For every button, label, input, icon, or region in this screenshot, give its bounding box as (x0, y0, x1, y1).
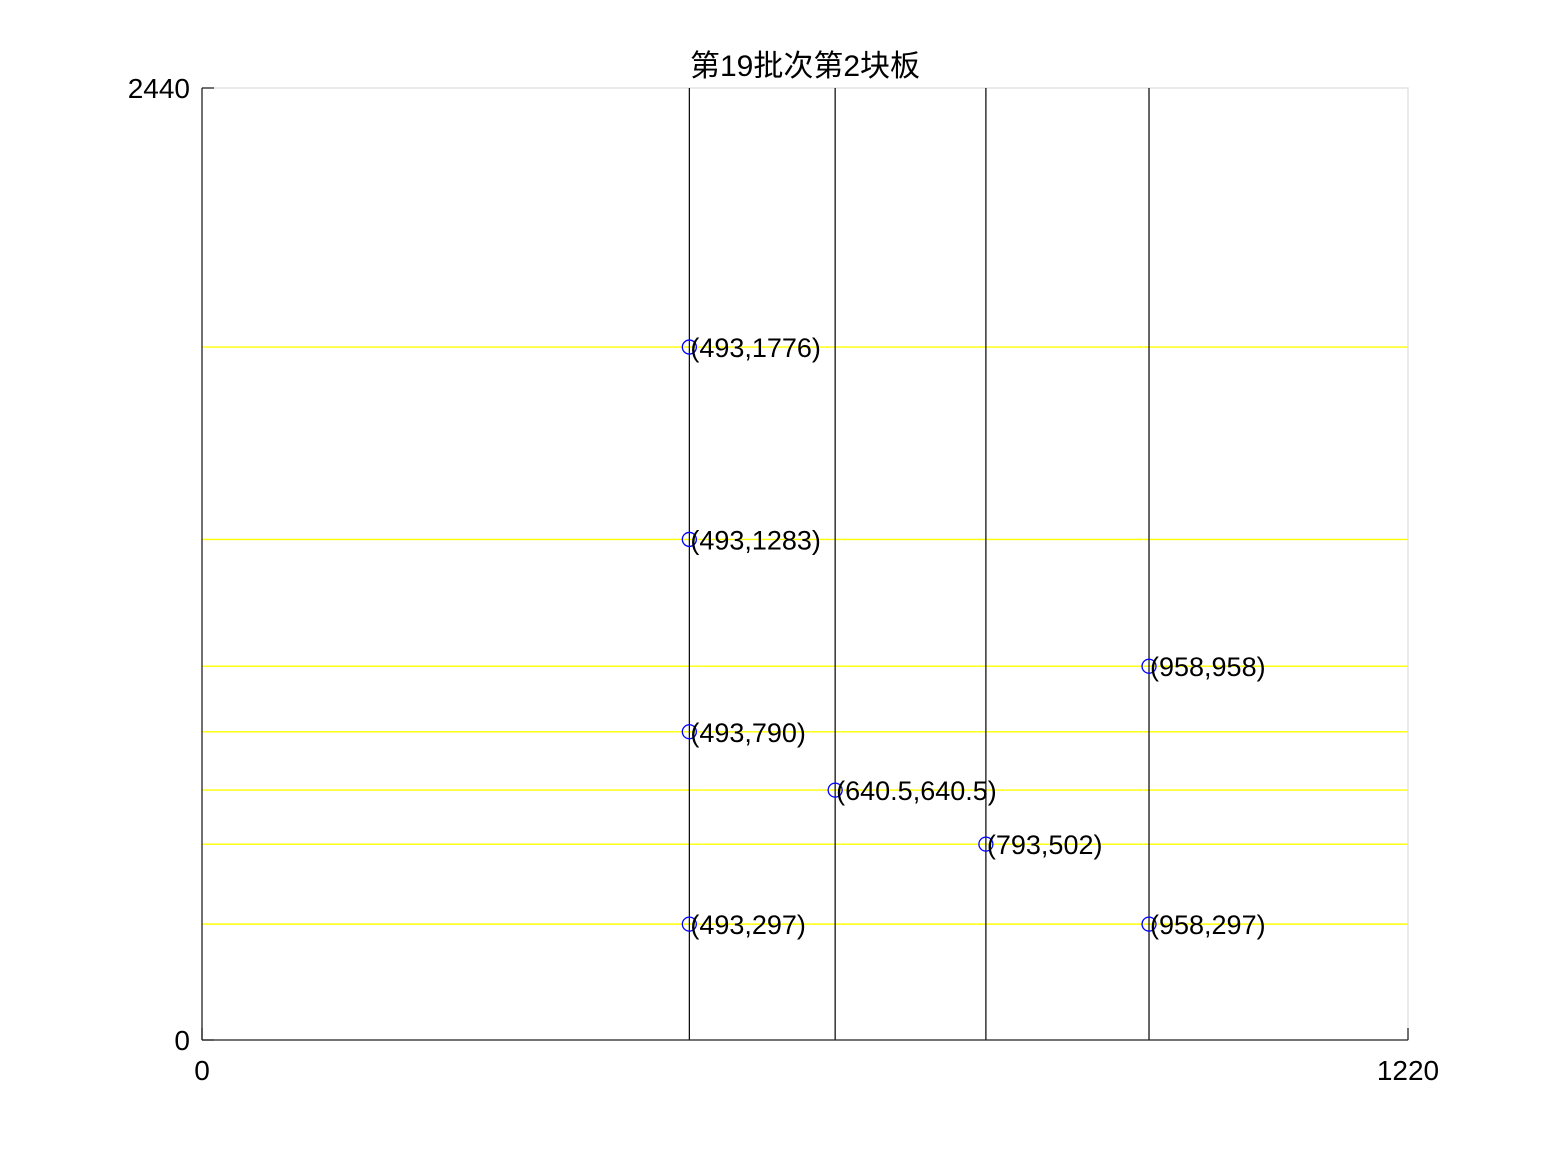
point-label-7: (958,297) (1150, 910, 1266, 940)
horizontal-cut-lines (202, 346, 1408, 925)
point-markers (681, 339, 1157, 932)
x-tick-label-0: 0 (194, 1055, 210, 1086)
point-label-1: (493,1283) (690, 525, 821, 555)
point-label-2: (958,958) (1150, 652, 1266, 682)
point-marker-7 (1141, 916, 1157, 932)
tick-labels: 0 1220 0 2440 (128, 73, 1439, 1086)
point-marker-0 (681, 339, 697, 355)
x-tick-label-1: 1220 (1377, 1055, 1439, 1086)
vertical-cut-lines (688, 88, 1150, 1040)
point-marker-5 (978, 836, 994, 852)
point-label-4: (640.5,640.5) (836, 776, 997, 806)
point-label-3: (493,790) (690, 718, 806, 748)
axes-box (201, 87, 1409, 1041)
chart-title: 第19批次第2块板 (690, 50, 920, 83)
plot-area: (493,1776) (493,1283) (958,958) (493,790) (6… (128, 73, 1439, 1086)
point-label-0: (493,1776) (690, 333, 821, 363)
point-marker-1 (681, 531, 697, 548)
y-tick-label-1: 2440 (128, 73, 190, 104)
point-marker-6 (681, 916, 697, 932)
point-marker-3 (681, 724, 697, 740)
point-labels: (493,1776) (493,1283) (958,958) (493,790) (6… (690, 333, 1265, 940)
point-label-5: (793,502) (987, 830, 1103, 860)
axes (201, 87, 1409, 1041)
point-marker-2 (1141, 658, 1157, 674)
point-marker-4 (827, 782, 843, 798)
point-label-6: (493,297) (690, 910, 806, 940)
y-tick-label-0: 0 (174, 1025, 190, 1056)
